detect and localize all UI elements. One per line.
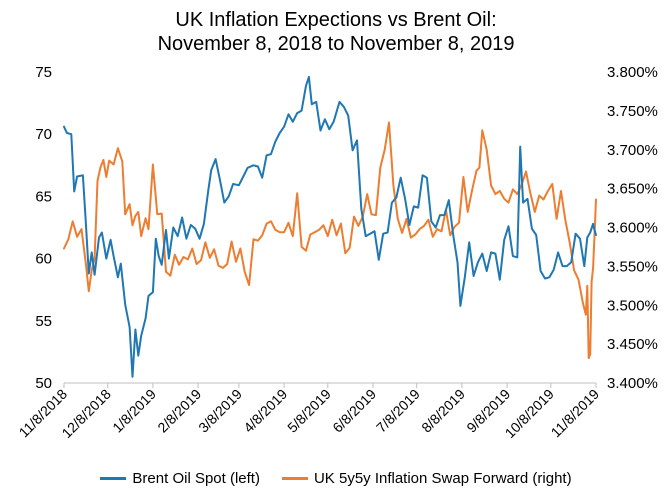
y-left-tick-label: 70 — [35, 126, 52, 143]
series-line-brent — [63, 76, 597, 378]
y-left-tick-label: 55 — [35, 313, 52, 330]
x-tick-label: 3/8/2019 — [195, 386, 245, 436]
y-right-tick-label: 3.450% — [607, 336, 658, 353]
y-right-tick-label: 3.700% — [607, 142, 658, 159]
x-tick-label: 8/8/2019 — [418, 386, 468, 436]
y-right-tick-label: 3.800% — [607, 64, 658, 81]
y-left-tick-label: 75 — [35, 64, 52, 81]
y-right-tick-label: 3.750% — [607, 103, 658, 120]
x-tick-label: 7/8/2019 — [373, 386, 423, 436]
x-tick-label: 5/8/2019 — [284, 386, 334, 436]
x-tick-label: 2/8/2019 — [154, 386, 204, 436]
x-tick-label: 11/8/2019 — [547, 386, 602, 441]
legend-label-uk-swap: UK 5y5y Inflation Swap Forward (right) — [313, 469, 572, 487]
legend-item-brent: Brent Oil Spot (left) — [100, 470, 260, 487]
chart-subtitle: November 8, 2018 to November 8, 2019 — [157, 33, 515, 55]
legend-label-brent: Brent Oil Spot (left) — [132, 469, 260, 487]
y-left-tick-label: 50 — [35, 375, 52, 392]
chart-title: UK Inflation Expections vs Brent Oil: — [175, 9, 497, 31]
x-tick-label: 6/8/2019 — [329, 386, 379, 436]
y-right-tick-label: 3.500% — [607, 297, 658, 314]
legend-item-uk-swap: UK 5y5y Inflation Swap Forward (right) — [281, 469, 572, 487]
y-left-tick-label: 60 — [35, 251, 52, 268]
legend: Brent Oil Spot (left) UK 5y5y Inflation … — [0, 466, 672, 490]
y-right-tick-label: 3.550% — [607, 258, 658, 275]
legend-swatch-orange — [281, 476, 308, 480]
legend-swatch-blue — [100, 476, 127, 480]
x-tick-label: 1/8/2019 — [109, 386, 159, 436]
x-tick-label: 4/8/2019 — [240, 386, 290, 436]
y-left-tick-label: 65 — [35, 188, 52, 205]
y-right-tick-label: 3.650% — [607, 181, 658, 198]
y-right-tick-label: 3.400% — [607, 375, 658, 392]
y-right-tick-label: 3.600% — [607, 220, 658, 237]
